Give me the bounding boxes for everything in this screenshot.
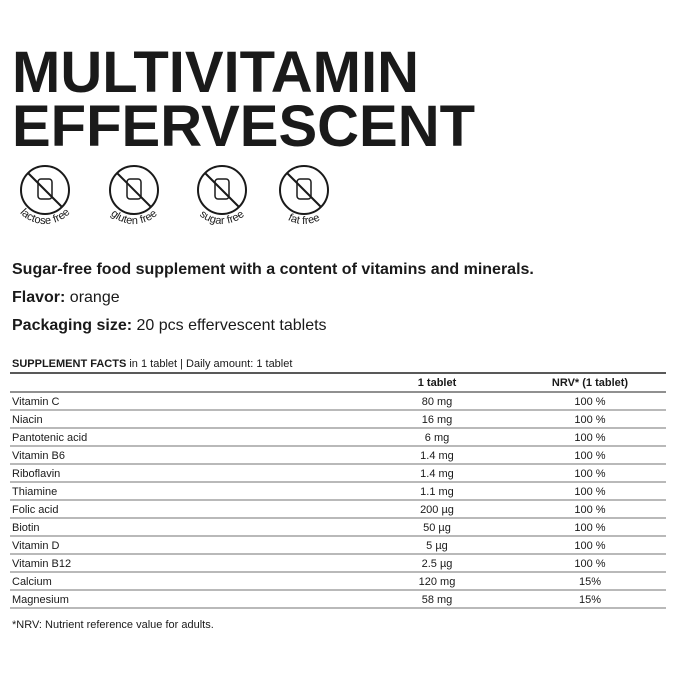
nutrient-name: Thiamine [12, 486, 57, 498]
nrv: 100 % [574, 432, 605, 444]
badge-label-text: lactose free [18, 206, 73, 227]
badge-label-text: gluten free [108, 208, 159, 227]
title-line: EFFERVESCENT [12, 94, 475, 159]
badge-circle [197, 165, 247, 215]
nutrient-name: Vitamin B12 [12, 558, 71, 570]
badge-label: lactose free [18, 206, 73, 227]
nutrient-name: Magnesium [12, 594, 69, 606]
amount: 1.4 mg [420, 468, 454, 480]
nrv: 100 % [574, 558, 605, 570]
nutrient-name: Niacin [12, 414, 43, 426]
badge-circle [20, 165, 70, 215]
amount: 80 mg [422, 396, 453, 408]
badge-icon [37, 178, 53, 200]
amount: 120 mg [419, 576, 456, 588]
badge-label: sugar free [197, 208, 246, 227]
badge-icon [126, 178, 142, 200]
badge-label: fat free [286, 212, 321, 227]
nrv: 15% [579, 576, 601, 588]
badge-label-text: fat free [286, 212, 321, 227]
nutrient-name: Calcium [12, 576, 52, 588]
nrv: 100 % [574, 414, 605, 426]
table-caption: SUPPLEMENT FACTS in 1 tablet | Daily amo… [12, 358, 292, 370]
nrv: 100 % [574, 522, 605, 534]
nrv: 100 % [574, 504, 605, 516]
flavor-value: orange [70, 289, 120, 306]
table-body: Vitamin C 80 mg 100 % Niacin 16 mg 100 % Panto… [10, 396, 666, 609]
badge-icon [296, 178, 312, 200]
badge-circle [109, 165, 159, 215]
nutrient-name: Biotin [12, 522, 40, 534]
nutrient-name: Folic acid [12, 504, 58, 516]
packaging: Packaging size: 20 pcs effervescent tabl… [12, 317, 327, 334]
nrv: 15% [579, 594, 601, 606]
amount: 5 µg [426, 540, 448, 552]
amount: 50 µg [423, 522, 451, 534]
amount: 1.4 mg [420, 450, 454, 462]
description: Sugar-free food supplement with a conten… [12, 261, 534, 278]
badge-slash [116, 172, 152, 208]
flavor-label: Flavor: [12, 289, 65, 306]
packaging-value: 20 pcs effervescent tablets [137, 317, 327, 334]
nrv: 100 % [574, 396, 605, 408]
nrv: 100 % [574, 450, 605, 462]
nrv: 100 % [574, 540, 605, 552]
amount: 58 mg [422, 594, 453, 606]
packaging-label: Packaging size: [12, 317, 132, 334]
nutrient-name: Vitamin D [12, 540, 60, 552]
caption-rest: in 1 tablet | Daily amount: 1 tablet [129, 358, 292, 370]
nutrient-name: Vitamin C [12, 396, 60, 408]
amount: 2.5 µg [422, 558, 453, 570]
column-header: NRV* (1 tablet) [552, 377, 629, 389]
amount: 6 mg [425, 432, 449, 444]
amount: 200 µg [420, 504, 454, 516]
amount: 16 mg [422, 414, 453, 426]
title-line: MULTIVITAMIN [12, 40, 419, 105]
nrv: 100 % [574, 486, 605, 498]
caption-bold: SUPPLEMENT FACTS [12, 358, 126, 370]
footnote: *NRV: Nutrient reference value for adult… [12, 619, 214, 631]
badge-label: gluten free [108, 208, 159, 227]
badge-slash [204, 172, 240, 208]
badge-circle [279, 165, 329, 215]
nutrient-name: Pantotenic acid [12, 432, 87, 444]
badge-label-text: sugar free [197, 208, 246, 227]
badge-slash [286, 172, 322, 208]
nutrient-name: Vitamin B6 [12, 450, 65, 462]
column-header: 1 tablet [418, 377, 457, 389]
amount: 1.1 mg [420, 486, 454, 498]
nutrient-name: Riboflavin [12, 468, 60, 480]
nrv: 100 % [574, 468, 605, 480]
flavor: Flavor: orange [12, 289, 120, 306]
badges: lactose free gluten free sugar free fat fre… [18, 165, 329, 227]
badge-icon [214, 178, 230, 200]
badge-slash [27, 172, 63, 208]
